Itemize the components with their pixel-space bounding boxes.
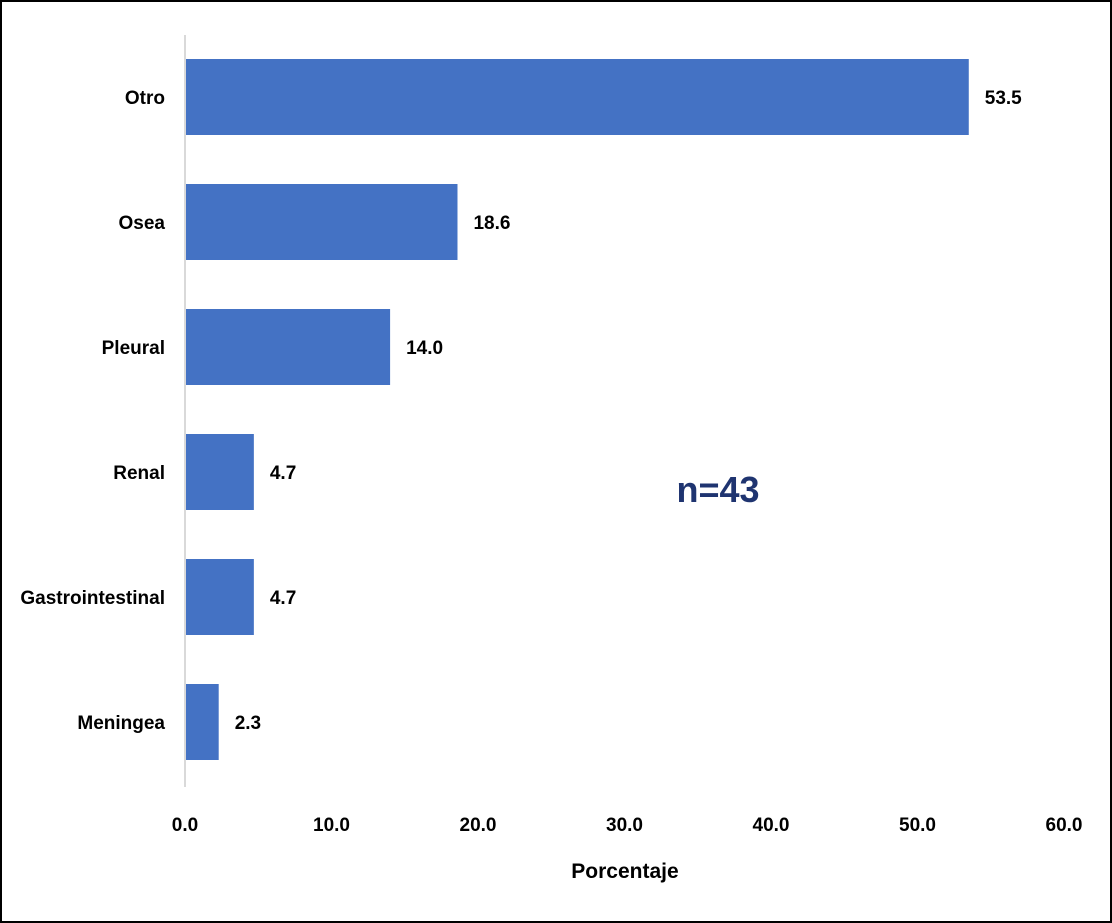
category-label-osea: Osea [119,213,166,234]
x-tick-labels-group: 0.0 10.0 20.0 30.0 40.0 50.0 60.0 [172,815,1083,836]
bar-osea [185,184,457,260]
sample-size-annotation: n=43 [676,469,759,510]
data-label-gastrointestinal: 4.7 [270,588,296,609]
x-tick-label: 0.0 [172,815,198,836]
category-label-otro: Otro [125,88,165,109]
bar-pleural [185,309,390,385]
x-tick-label: 40.0 [753,815,790,836]
data-label-renal: 4.7 [270,463,296,484]
category-label-renal: Renal [113,463,165,484]
x-axis-title: Porcentaje [571,860,678,883]
category-label-meningea: Meningea [77,713,165,734]
x-tick-label: 20.0 [460,815,497,836]
bar-renal [185,434,254,510]
bar-gastrointestinal [185,559,254,635]
x-tick-label: 10.0 [313,815,350,836]
bars-group [185,59,969,760]
x-tick-label: 60.0 [1046,815,1083,836]
data-label-otro: 53.5 [985,88,1022,109]
bar-otro [185,59,969,135]
x-tick-label: 30.0 [606,815,643,836]
data-label-pleural: 14.0 [406,338,443,359]
category-labels-group: Otro Osea Pleural Renal Gastrointestinal Meni… [20,88,165,734]
x-tick-label: 50.0 [899,815,936,836]
category-label-gastrointestinal: Gastrointestinal [20,588,165,609]
data-label-osea: 18.6 [473,213,510,234]
data-label-meningea: 2.3 [235,713,261,734]
category-label-pleural: Pleural [102,338,165,359]
bar-meningea [185,684,219,760]
